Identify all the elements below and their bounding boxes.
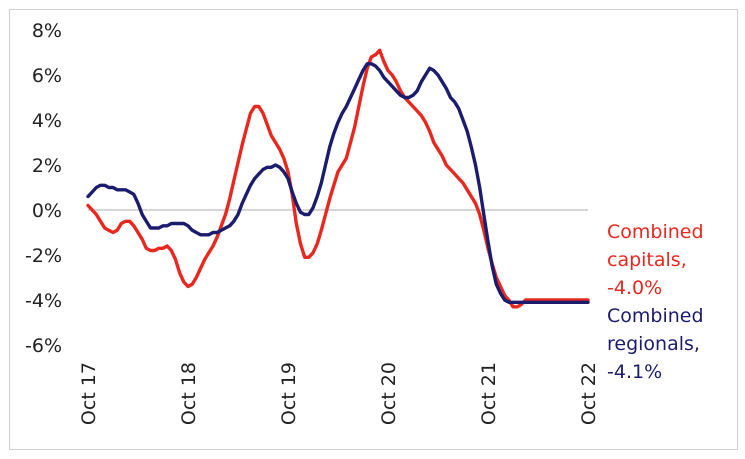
x-tick-label: Oct 20 <box>378 362 400 425</box>
legend-label-capitals: -4.0% <box>607 277 662 299</box>
y-axis-ticks: 8% 6% 4% 2% 0% -2% -4% -6% <box>25 20 62 357</box>
x-tick-label: Oct 22 <box>578 362 600 425</box>
x-axis-ticks: Oct 17 Oct 18 Oct 19 Oct 20 Oct 21 Oct 22 <box>78 362 600 425</box>
x-tick-label: Oct 18 <box>178 362 200 425</box>
y-tick-label: 2% <box>32 155 62 177</box>
y-tick-label: 4% <box>32 110 62 132</box>
y-tick-label: 8% <box>32 20 62 42</box>
y-tick-label: 0% <box>32 200 62 222</box>
x-tick-label: Oct 19 <box>278 362 300 425</box>
legend-label-regionals: Combined <box>607 305 704 327</box>
series-line-capitals <box>86 48 590 309</box>
series-line-regionals <box>86 62 590 304</box>
y-tick-label: 6% <box>32 65 62 87</box>
x-tick-label: Oct 17 <box>78 362 100 425</box>
legend-label-capitals: Combined <box>607 221 704 243</box>
series-lines <box>86 48 590 309</box>
x-tick-label: Oct 21 <box>478 362 500 425</box>
y-tick-label: -2% <box>25 245 62 267</box>
y-tick-label: -4% <box>25 290 62 312</box>
legend-label-regionals: -4.1% <box>607 361 662 383</box>
legend-label-regionals: regionals, <box>607 333 700 355</box>
y-tick-label: -6% <box>25 335 62 357</box>
legend-label-capitals: capitals, <box>607 249 687 271</box>
legend: Combined capitals, -4.0% Combined regionals,… <box>607 221 704 383</box>
